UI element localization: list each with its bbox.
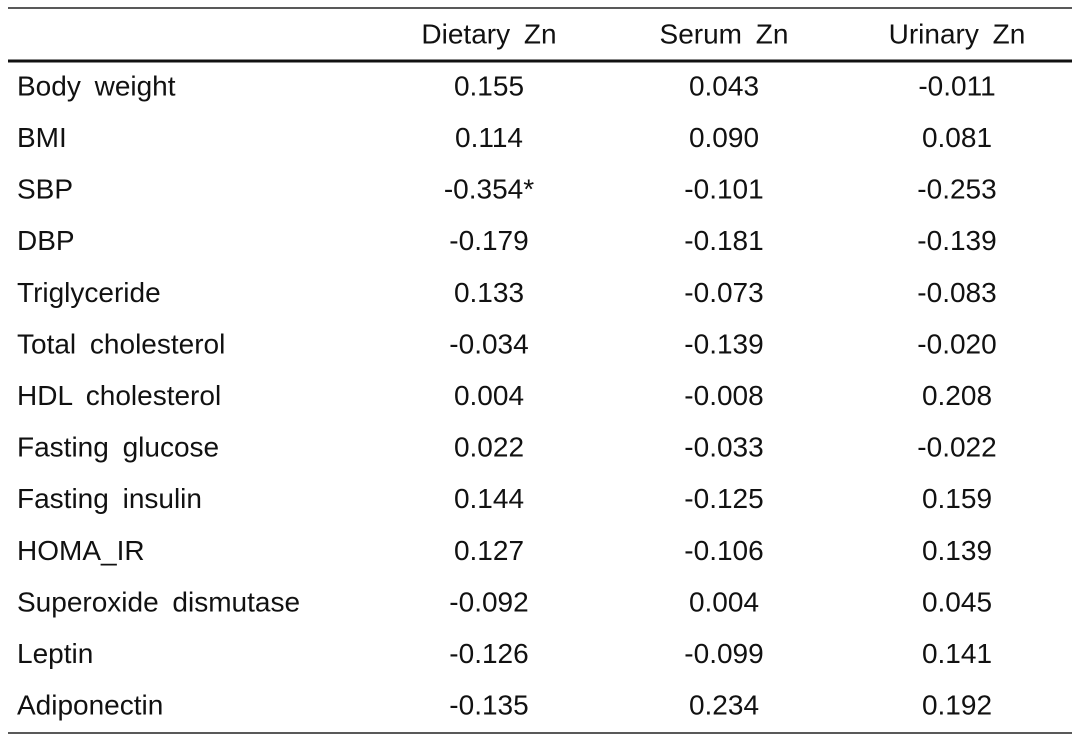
cell-value: -0.253 xyxy=(917,174,996,205)
cell-value: -0.179 xyxy=(449,225,528,256)
cell-value: -0.008 xyxy=(684,380,763,411)
cell-value: -0.354* xyxy=(444,174,534,205)
cell-value: 0.004 xyxy=(454,380,524,411)
cell-value: 0.159 xyxy=(922,483,992,514)
row-label: SBP xyxy=(17,174,73,205)
cell-value: -0.033 xyxy=(684,432,763,463)
row-label: Total cholesterol xyxy=(17,328,225,359)
cell-value: -0.126 xyxy=(449,638,528,669)
cell-value: -0.101 xyxy=(684,174,763,205)
row-label: HOMA_IR xyxy=(17,535,145,566)
cell-value: 0.045 xyxy=(922,586,992,617)
row-label: Body weight xyxy=(17,70,176,101)
cell-value: 0.139 xyxy=(922,535,992,566)
column-header: Urinary Zn xyxy=(889,18,1026,49)
column-header: Serum Zn xyxy=(660,18,789,49)
row-label: DBP xyxy=(17,225,75,256)
cell-value: 0.208 xyxy=(922,380,992,411)
cell-value: -0.135 xyxy=(449,690,528,721)
row-label: HDL cholesterol xyxy=(17,380,221,411)
cell-value: 0.141 xyxy=(922,638,992,669)
cell-value: -0.083 xyxy=(917,277,996,308)
cell-value: 0.004 xyxy=(689,586,759,617)
cell-value: -0.022 xyxy=(917,432,996,463)
cell-value: 0.127 xyxy=(454,535,524,566)
row-label: Triglyceride xyxy=(17,277,161,308)
row-label: Leptin xyxy=(17,638,93,669)
cell-value: 0.043 xyxy=(689,70,759,101)
row-label: Fasting insulin xyxy=(17,483,202,514)
row-label: Adiponectin xyxy=(17,690,163,721)
column-header: Dietary Zn xyxy=(421,18,556,49)
cell-value: 0.133 xyxy=(454,277,524,308)
cell-value: -0.181 xyxy=(684,225,763,256)
row-label: Superoxide dismutase xyxy=(17,586,300,617)
row-label: BMI xyxy=(17,122,67,153)
cell-value: 0.114 xyxy=(455,122,523,153)
cell-value: -0.034 xyxy=(449,328,528,359)
cell-value: 0.192 xyxy=(922,690,992,721)
cell-value: -0.139 xyxy=(684,328,763,359)
cell-value: 0.090 xyxy=(689,122,759,153)
cell-value: 0.081 xyxy=(922,122,992,153)
cell-value: 0.144 xyxy=(454,483,524,514)
cell-value: 0.022 xyxy=(454,432,524,463)
cell-value: -0.139 xyxy=(917,225,996,256)
cell-value: -0.073 xyxy=(684,277,763,308)
cell-value: 0.155 xyxy=(454,70,524,101)
cell-value: -0.020 xyxy=(917,328,996,359)
cell-value: -0.092 xyxy=(449,586,528,617)
cell-value: -0.011 xyxy=(918,70,995,101)
cell-value: -0.099 xyxy=(684,638,763,669)
row-label: Fasting glucose xyxy=(17,432,219,463)
cell-value: -0.106 xyxy=(684,535,763,566)
cell-value: 0.234 xyxy=(689,690,759,721)
cell-value: -0.125 xyxy=(684,483,763,514)
